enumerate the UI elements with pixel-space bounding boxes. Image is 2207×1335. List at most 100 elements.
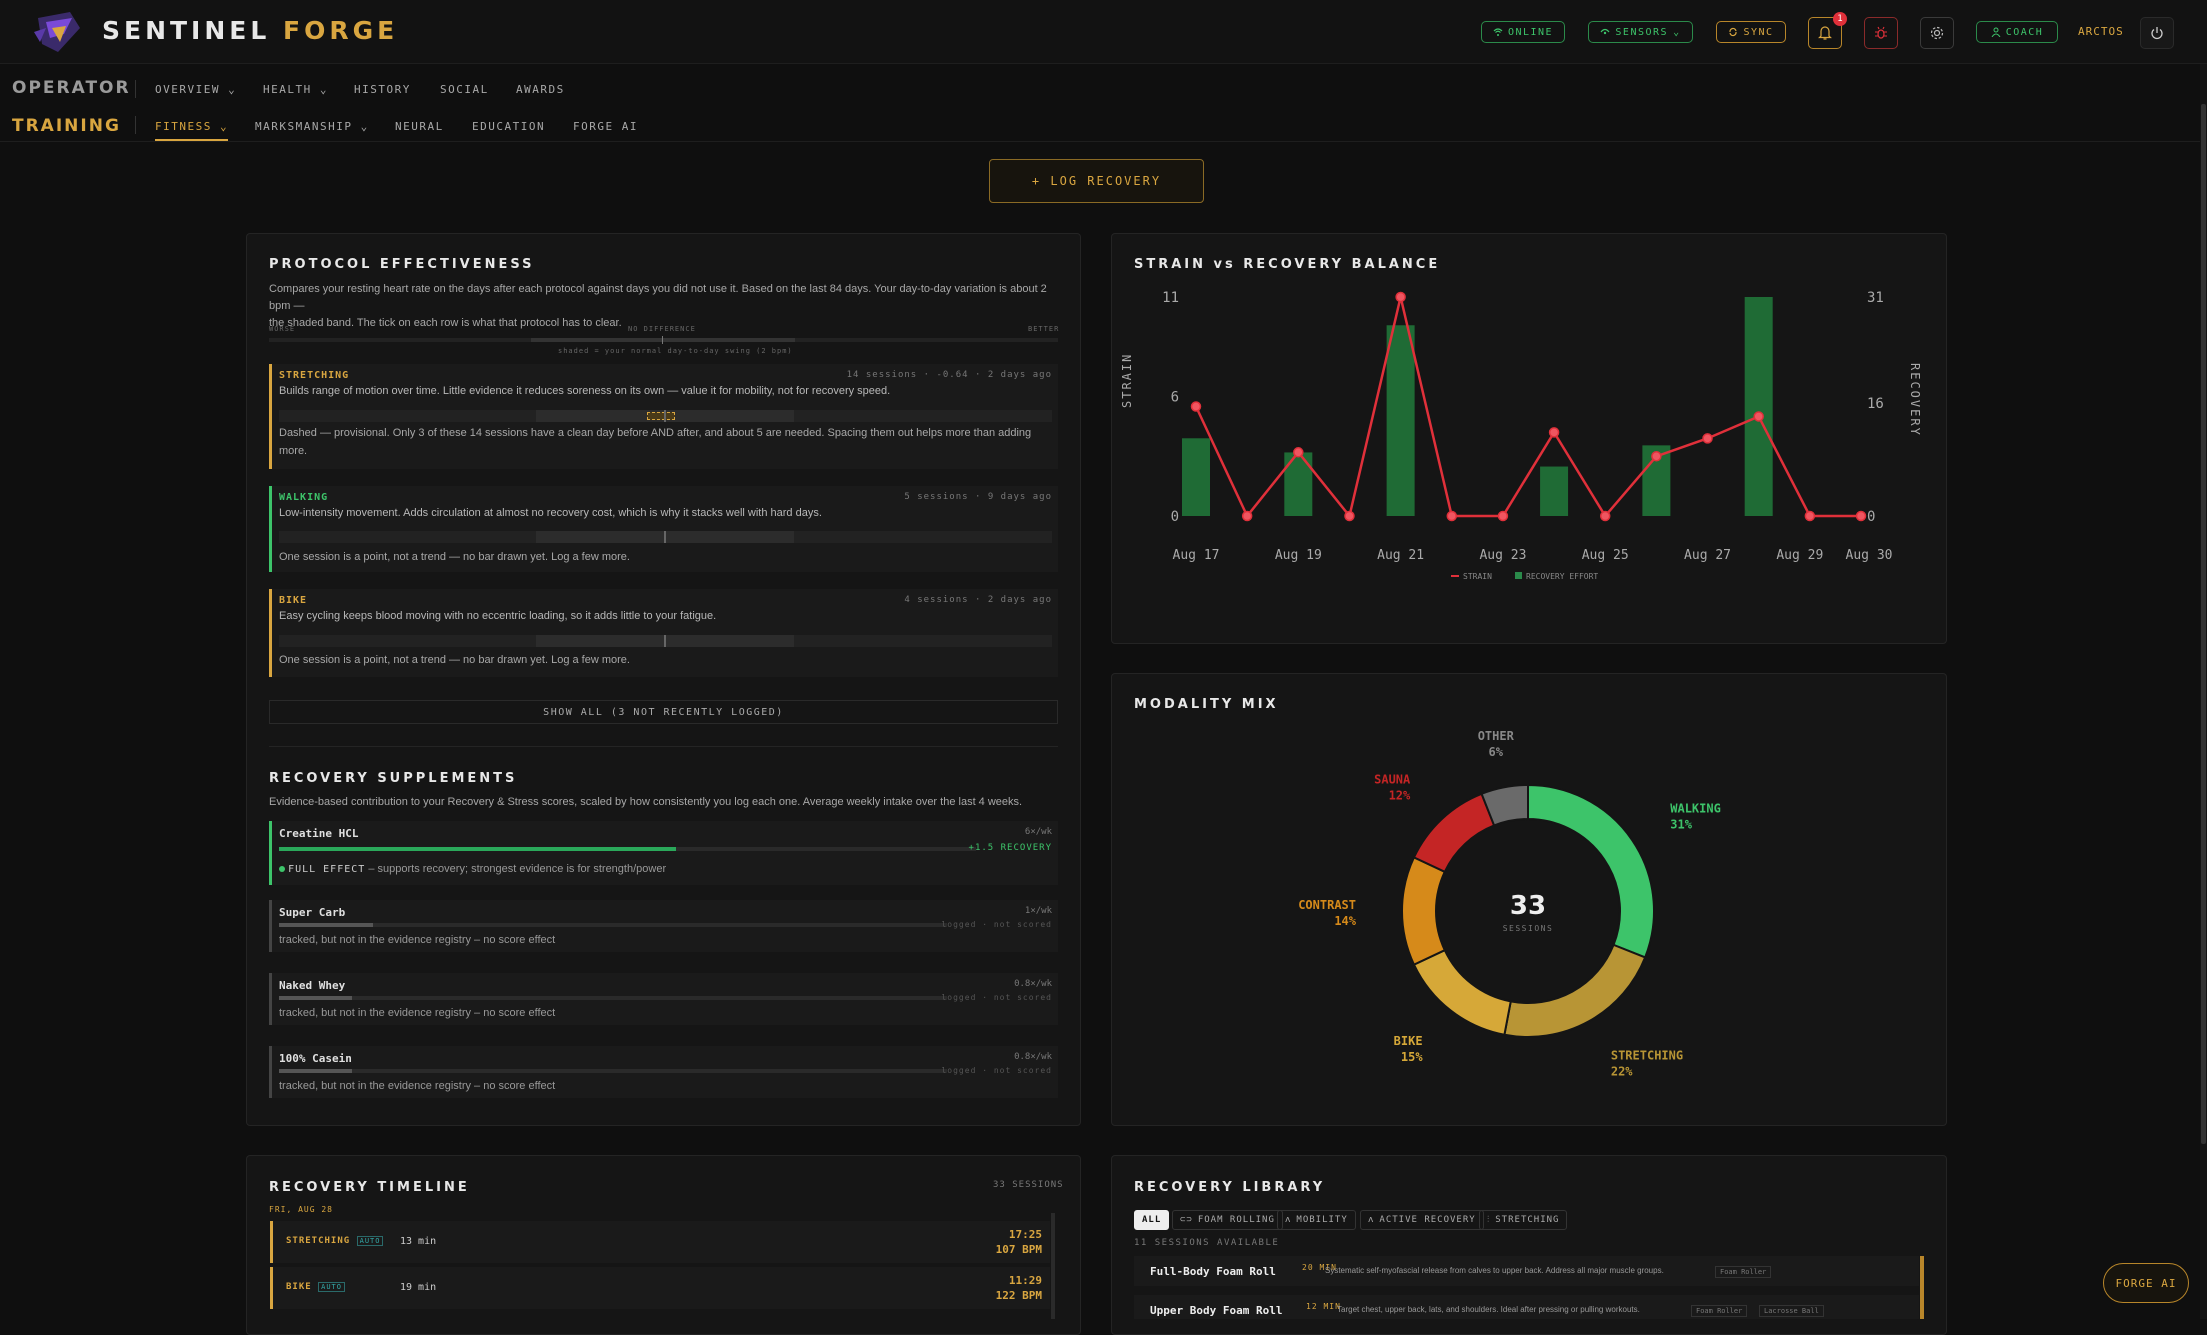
donut-slice-contrast[interactable] (1401, 856, 1447, 966)
online-status-pill[interactable]: ONLINE (1481, 21, 1565, 43)
protocol-name: WALKING (279, 492, 329, 503)
equipment-tag: Foam Roller (1715, 1266, 1772, 1278)
recovery-bar[interactable] (1284, 452, 1313, 516)
library-item[interactable]: Full-Body Foam Roll 20 MIN Systematic se… (1134, 1256, 1919, 1286)
bell-icon (1818, 26, 1832, 40)
modality-mix-panel (1111, 673, 1947, 1126)
strain-point[interactable] (1753, 411, 1764, 422)
supplement-row[interactable]: Super Carb 1×/wk logged · not scored tra… (269, 900, 1058, 952)
strain-point[interactable] (1599, 510, 1611, 522)
strain-point[interactable] (1855, 510, 1867, 522)
sync-button[interactable]: SYNC (1716, 21, 1786, 43)
supplement-bar-fill (279, 923, 373, 927)
supplement-frequency: 1×/wk (1024, 906, 1052, 916)
slice-percent: 22% (1611, 1065, 1633, 1079)
donut-slice-other[interactable] (1480, 783, 1529, 827)
donut-slice-stretching[interactable] (1503, 943, 1647, 1038)
foam-roller-icon: ⊂⊃ (1180, 1215, 1193, 1225)
timeline-duration: 19 min (400, 1282, 437, 1293)
supplement-row[interactable]: Naked Whey 0.8×/wk logged · not scored t… (269, 973, 1058, 1025)
scale-mid-label: NO DIFFERENCE (628, 325, 696, 333)
protocol-card-bike[interactable]: BIKE 4 sessions · 2 days ago Easy cyclin… (269, 589, 1058, 677)
library-item-desc: Target chest, upper back, lats, and shou… (1337, 1305, 1640, 1314)
nav-awards[interactable]: AWARDS (516, 83, 565, 96)
recovery-bar[interactable] (1386, 325, 1415, 516)
donut-slice-bike[interactable] (1412, 948, 1512, 1036)
strain-point[interactable] (1190, 401, 1202, 412)
settings-button[interactable] (1920, 17, 1954, 49)
supplement-row[interactable]: Creatine HCL 6×/wk +1.5 RECOVERY FULL EF… (269, 821, 1058, 885)
nav-history[interactable]: HISTORY (354, 83, 411, 96)
timeline-entry[interactable]: STRETCHING AUTO 13 min 17:25 107 BPM (270, 1221, 1050, 1263)
supplement-desc: tracked, but not in the evidence registr… (279, 1080, 556, 1092)
strain-point[interactable] (1293, 447, 1304, 458)
slice-percent: 12% (1389, 789, 1411, 803)
online-label: ONLINE (1507, 26, 1554, 38)
username[interactable]: ARCTOS (2078, 25, 2124, 38)
sentinel-forge-logo[interactable] (30, 8, 86, 56)
page-scrollbar-thumb[interactable] (2201, 104, 2206, 1144)
equipment-tag: Lacrosse Ball (1759, 1305, 1824, 1317)
library-tab-active-recovery[interactable]: ᴧ ACTIVE RECOVERY (1360, 1210, 1484, 1230)
threshold-tick (664, 531, 666, 543)
notifications-button[interactable]: 1 (1808, 12, 1847, 49)
page-scrollbar[interactable] (2200, 64, 2207, 1319)
log-recovery-button[interactable]: + LOG RECOVERY (989, 159, 1204, 203)
protocol-desc: Builds range of motion over time. Little… (279, 385, 891, 397)
nav-education[interactable]: EDUCATION (472, 120, 546, 133)
nav-marksmanship[interactable]: MARKSMANSHIP ⌄ (255, 120, 369, 133)
supplement-desc: tracked, but not in the evidence registr… (279, 1007, 556, 1019)
show-all-button[interactable]: SHOW ALL (3 NOT RECENTLY LOGGED) (269, 700, 1058, 724)
nav-health[interactable]: HEALTH ⌄ (263, 83, 328, 96)
protocol-effectiveness-title: PROTOCOL EFFECTIVENESS (269, 257, 535, 272)
slice-label: CONTRAST (1298, 898, 1356, 912)
power-button[interactable] (2140, 17, 2174, 49)
timeline-scrollbar[interactable] (1051, 1213, 1055, 1319)
library-item[interactable]: Upper Body Foam Roll 12 MIN Target chest… (1134, 1295, 1919, 1319)
scale-note: shaded = your normal day-to-day swing (2… (558, 347, 793, 355)
chevron-down-icon: ⌄ (1673, 26, 1681, 38)
effect-dot-icon (279, 866, 285, 872)
nav-forge-ai[interactable]: FORGE AI (573, 120, 638, 133)
recovery-bar[interactable] (1540, 466, 1569, 516)
coach-button[interactable]: COACH (1976, 21, 2058, 43)
library-item-name: Upper Body Foam Roll (1150, 1304, 1283, 1317)
donut-slice-sauna[interactable] (1412, 792, 1496, 874)
strain-point[interactable] (1241, 510, 1253, 522)
library-scrollbar[interactable] (1920, 1256, 1924, 1319)
nav-divider (135, 116, 136, 134)
protocol-card-walking[interactable]: WALKING 5 sessions · 9 days ago Low-inte… (269, 486, 1058, 572)
top-bar: SENTINEL FORGE ONLINE SENSORS ⌄ SYNC 1 C… (0, 0, 2207, 64)
protocol-desc: Easy cycling keeps blood moving with no … (279, 610, 717, 622)
supplement-bar (279, 996, 947, 1000)
supplement-row[interactable]: 100% Casein 0.8×/wk logged · not scored … (269, 1046, 1058, 1098)
strain-point[interactable] (1344, 510, 1355, 522)
strain-point[interactable] (1395, 291, 1406, 303)
timeline-date: FRI, AUG 28 (269, 1205, 333, 1214)
library-tab-foam-rolling[interactable]: ⊂⊃ FOAM ROLLING (1172, 1210, 1283, 1230)
strain-point[interactable] (1497, 510, 1509, 522)
scale-band (531, 338, 795, 342)
sensors-dropdown[interactable]: SENSORS ⌄ (1588, 21, 1693, 43)
library-tab-mobility[interactable]: ᴧ MOBILITY (1277, 1210, 1356, 1230)
nav-neural[interactable]: NEURAL (395, 120, 444, 133)
supplement-name: Naked Whey (279, 979, 346, 992)
bug-report-button[interactable] (1864, 17, 1898, 49)
recovery-bar[interactable] (1182, 438, 1210, 516)
supplement-effect: +1.5 RECOVERY (968, 843, 1052, 853)
nav-fitness[interactable]: FITNESS ⌄ (155, 120, 229, 141)
protocol-card-stretching[interactable]: STRETCHING 14 sessions · -0.64 · 2 days … (269, 364, 1058, 469)
timeline-entry[interactable]: BIKE AUTO 19 min 11:29 122 BPM (270, 1267, 1050, 1309)
protocol-desc: Low-intensity movement. Adds circulation… (279, 507, 822, 519)
strain-point[interactable] (1702, 433, 1713, 444)
strain-point[interactable] (1651, 451, 1662, 462)
library-tab-stretching[interactable]: ⫶ STRETCHING (1479, 1210, 1568, 1230)
forge-ai-button[interactable]: FORGE AI (2103, 1263, 2189, 1303)
strain-point[interactable] (1446, 510, 1458, 522)
strain-point[interactable] (1804, 510, 1816, 522)
library-tab-all[interactable]: ALL (1134, 1210, 1170, 1230)
recovery-bar[interactable] (1744, 297, 1773, 516)
nav-overview[interactable]: OVERVIEW ⌄ (155, 83, 237, 96)
strain-point[interactable] (1548, 427, 1560, 438)
nav-social[interactable]: SOCIAL (440, 83, 489, 96)
